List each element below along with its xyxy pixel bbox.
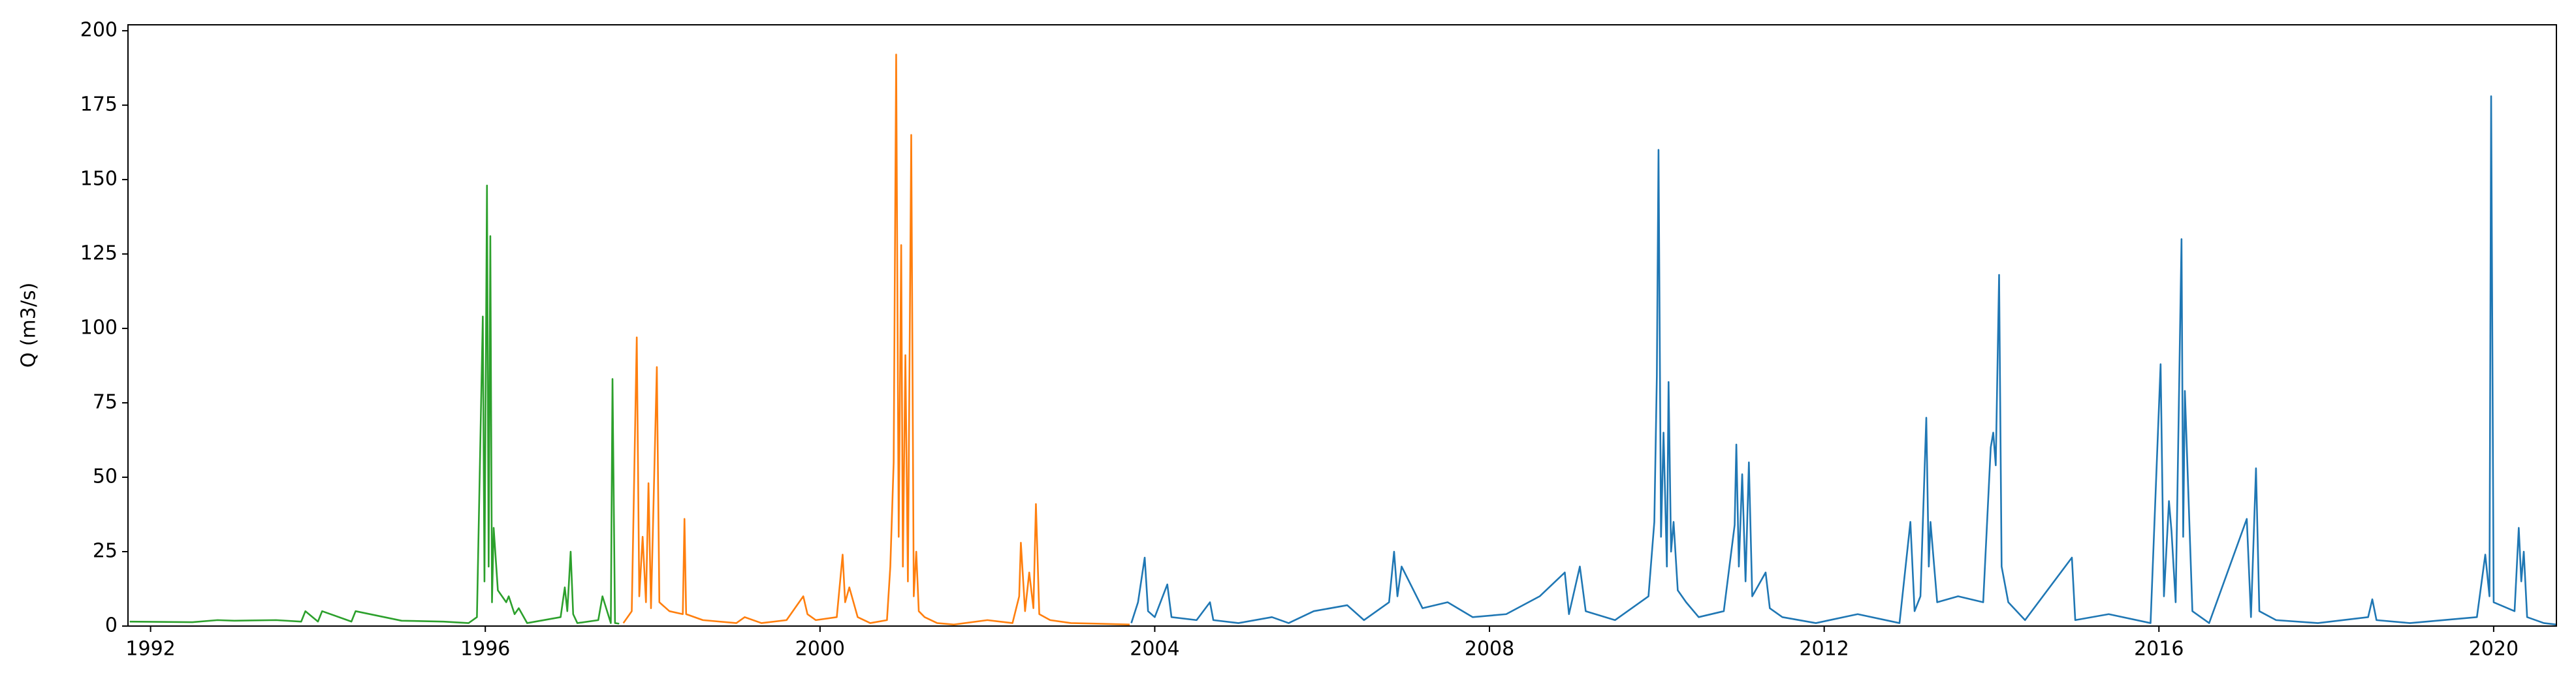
x-tick-label: 2012 <box>1799 638 1849 661</box>
y-tick-label: 175 <box>80 93 118 116</box>
y-tick-label: 150 <box>80 168 118 191</box>
x-tick-label: 1996 <box>460 638 510 661</box>
x-tick-label: 2004 <box>1130 638 1179 661</box>
y-tick-label: 50 <box>93 465 118 488</box>
x-tick-label: 1992 <box>125 638 175 661</box>
plot-frame <box>127 24 2557 627</box>
y-tick-label: 75 <box>93 391 118 414</box>
line-series <box>129 184 620 625</box>
x-tick-label: 2008 <box>1465 638 1514 661</box>
line-series <box>1130 95 2557 626</box>
x-tick-label: 2016 <box>2134 638 2184 661</box>
line-series <box>622 54 1130 626</box>
x-tick-label: 2020 <box>2469 638 2519 661</box>
y-tick-label: 200 <box>80 19 118 42</box>
y-tick-label: 25 <box>93 540 118 563</box>
x-tick-label: 2000 <box>795 638 845 661</box>
y-tick-label: 125 <box>80 242 118 265</box>
y-tick-label: 100 <box>80 317 118 339</box>
y-tick-label: 0 <box>105 614 118 637</box>
y-axis-label: Q (m3/s) <box>18 283 40 368</box>
